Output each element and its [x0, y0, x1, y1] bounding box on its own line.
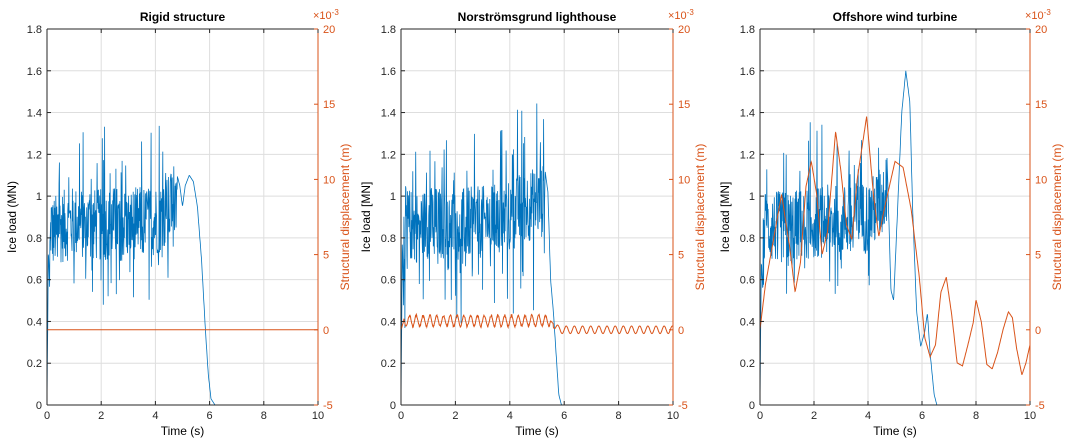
y-axis-label: Ice load (MN) — [5, 181, 19, 253]
y-tick-label: 1 — [390, 191, 396, 203]
right-y-axis-label: Structural displacement (m) — [338, 144, 352, 291]
y-tick-label: 0 — [36, 400, 42, 412]
right-axis-exponent-power: -3 — [687, 8, 695, 17]
y-tick-label: 0.8 — [740, 233, 755, 245]
y-tick-label: 0 — [390, 400, 396, 412]
load-series — [400, 103, 673, 406]
right-y-tick-label: 5 — [678, 250, 684, 262]
y-axis-label: Ice load [MN] — [718, 182, 732, 253]
right-axis-exponent-power: -3 — [332, 8, 340, 17]
chart-panel-1: 0 2 4 6 8 10 0 0.2 0.4 0.6 0.8 1 1.2 1.4 1.6 1.8 -5 0 5 10 1… — [5, 8, 352, 438]
y-tick-label: 0 — [749, 400, 755, 412]
right-y-axis-label: Structural displacement (m) — [1050, 144, 1064, 291]
y-tick-label: 0.4 — [27, 316, 42, 328]
right-axis-exponent: ×10-3 — [313, 8, 339, 22]
x-tick-label: 10 — [667, 410, 679, 422]
y-tick-label: 1.6 — [740, 66, 755, 78]
right-y-tick-label: 0 — [323, 325, 329, 337]
x-tick-label: 6 — [207, 410, 213, 422]
chart-title: Offshore wind turbine — [833, 10, 958, 24]
x-tick-label: 8 — [261, 410, 267, 422]
x-tick-label: 8 — [616, 410, 622, 422]
y-tick-label: 1.2 — [381, 149, 396, 161]
right-y-tick-label: -5 — [678, 400, 688, 412]
right-axis-exponent: ×10-3 — [668, 8, 694, 22]
y-tick-label: 0.6 — [27, 275, 42, 287]
x-tick-label: 0 — [398, 410, 404, 422]
y-tick-label: 1.4 — [27, 108, 42, 120]
right-y-tick-label: 0 — [678, 325, 684, 337]
x-axis-label: Time (s) — [873, 424, 917, 438]
chart-title: Norströmsgrund lighthouse — [458, 10, 617, 24]
right-y-tick-label: 5 — [1035, 250, 1041, 262]
y-tick-label: 1.4 — [740, 108, 755, 120]
right-axis-exponent-power: -3 — [1044, 8, 1052, 17]
right-y-tick-label: 20 — [678, 24, 690, 36]
x-tick-label: 0 — [757, 410, 763, 422]
y-tick-label: 1 — [36, 191, 42, 203]
right-y-tick-label: 5 — [323, 250, 329, 262]
y-tick-label: 0.8 — [27, 233, 42, 245]
y-tick-label: 0.8 — [381, 233, 396, 245]
y-tick-label: 0.2 — [740, 358, 755, 370]
displacement-series — [400, 312, 674, 335]
y-tick-label: 1.6 — [381, 66, 396, 78]
right-y-tick-label: 0 — [1035, 325, 1041, 337]
y-tick-label: 1.6 — [27, 66, 42, 78]
right-y-axis-label: Structural displacement (m) — [693, 144, 707, 291]
y-tick-label: 1.8 — [27, 24, 42, 36]
chart-panel-2: 0 2 4 6 8 10 0 0.2 0.4 0.6 0.8 1 1.2 1.4 1.6 1.8 -5 0 5 10 1… — [359, 8, 707, 438]
x-tick-label: 2 — [452, 410, 458, 422]
y-tick-label: 1 — [749, 191, 755, 203]
right-y-tick-label: 10 — [323, 174, 335, 186]
x-tick-label: 10 — [312, 410, 324, 422]
right-y-tick-label: 15 — [1035, 99, 1047, 111]
y-tick-label: 0.2 — [27, 358, 42, 370]
y-tick-label: 0.6 — [740, 275, 755, 287]
x-axis-label: Time (s) — [161, 424, 205, 438]
y-tick-label: 0.2 — [381, 358, 396, 370]
x-axis-label: Time (s) — [515, 424, 559, 438]
right-y-tick-label: 20 — [1035, 24, 1047, 36]
x-tick-label: 4 — [152, 410, 158, 422]
right-y-tick-label: -5 — [323, 400, 333, 412]
y-axis-label: Ice load [MN] — [359, 182, 373, 253]
y-tick-label: 1.4 — [381, 108, 396, 120]
y-tick-label: 0.6 — [381, 275, 396, 287]
right-y-tick-label: 20 — [323, 24, 335, 36]
x-tick-label: 6 — [561, 410, 567, 422]
x-tick-label: 8 — [973, 410, 979, 422]
y-tick-label: 1.2 — [27, 149, 42, 161]
right-y-tick-label: 10 — [1035, 174, 1047, 186]
y-tick-label: 1.8 — [381, 24, 396, 36]
displacement-series — [759, 116, 1031, 376]
right-axis-exponent: ×10-3 — [1025, 8, 1051, 22]
x-tick-label: 2 — [811, 410, 817, 422]
chart-title: Rigid structure — [140, 10, 226, 24]
y-tick-label: 0.4 — [381, 316, 396, 328]
x-tick-label: 4 — [507, 410, 513, 422]
x-tick-label: 2 — [98, 410, 104, 422]
x-tick-label: 4 — [865, 410, 871, 422]
y-tick-label: 0.4 — [740, 316, 755, 328]
x-tick-label: 6 — [919, 410, 925, 422]
right-y-tick-label: 10 — [678, 174, 690, 186]
y-tick-label: 1.8 — [740, 24, 755, 36]
x-tick-label: 10 — [1024, 410, 1036, 422]
x-tick-label: 0 — [44, 410, 50, 422]
right-y-tick-label: -5 — [1035, 400, 1045, 412]
right-y-tick-label: 15 — [678, 99, 690, 111]
y-tick-label: 1.2 — [740, 149, 755, 161]
chart-panel-3: 0 2 4 6 8 10 0 0.2 0.4 0.6 0.8 1 1.2 1.4 1.6 1.8 -5 0 5 10 1… — [718, 8, 1064, 438]
right-y-tick-label: 15 — [323, 99, 335, 111]
